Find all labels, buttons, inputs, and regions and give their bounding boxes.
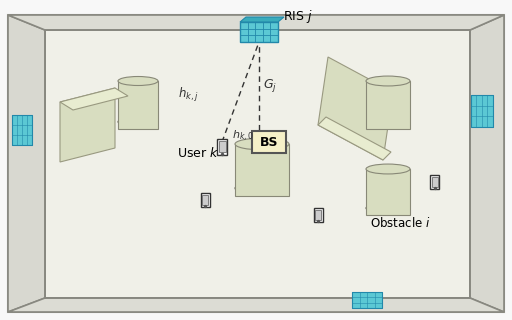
Ellipse shape (235, 182, 289, 194)
Ellipse shape (235, 138, 289, 150)
Bar (352, 292, 382, 308)
Bar (12, 115, 32, 145)
Text: RIS $j$: RIS $j$ (283, 8, 313, 25)
Polygon shape (8, 15, 45, 312)
Bar (471, 95, 493, 127)
Bar (366, 81, 410, 129)
Polygon shape (8, 15, 504, 312)
Polygon shape (60, 88, 115, 162)
Ellipse shape (366, 164, 410, 174)
Bar (118, 81, 158, 129)
Polygon shape (8, 15, 504, 30)
Ellipse shape (118, 76, 158, 85)
Bar (201, 193, 209, 207)
Ellipse shape (366, 76, 410, 86)
Bar (313, 208, 323, 222)
Text: User $k$: User $k$ (177, 146, 219, 160)
Polygon shape (8, 298, 504, 312)
Text: $h_{k,0}$: $h_{k,0}$ (232, 129, 254, 144)
Polygon shape (318, 57, 393, 160)
Bar (202, 195, 208, 204)
Bar (235, 144, 289, 196)
Polygon shape (45, 30, 470, 298)
FancyBboxPatch shape (252, 131, 286, 153)
Text: BS: BS (260, 135, 278, 148)
Bar (431, 175, 439, 189)
Bar (219, 141, 225, 152)
Text: $G_j$: $G_j$ (263, 77, 277, 94)
Bar (366, 169, 410, 215)
Bar (240, 22, 278, 42)
Ellipse shape (366, 203, 410, 213)
Polygon shape (240, 17, 284, 22)
Bar (432, 177, 438, 187)
Text: $h_{k,j}$: $h_{k,j}$ (178, 86, 199, 104)
Bar (315, 210, 321, 220)
Polygon shape (318, 117, 391, 160)
Polygon shape (60, 88, 128, 110)
Ellipse shape (366, 117, 410, 127)
Ellipse shape (118, 117, 158, 126)
Bar (217, 139, 227, 155)
Text: Obstacle $i$: Obstacle $i$ (370, 216, 431, 230)
Polygon shape (470, 15, 504, 312)
